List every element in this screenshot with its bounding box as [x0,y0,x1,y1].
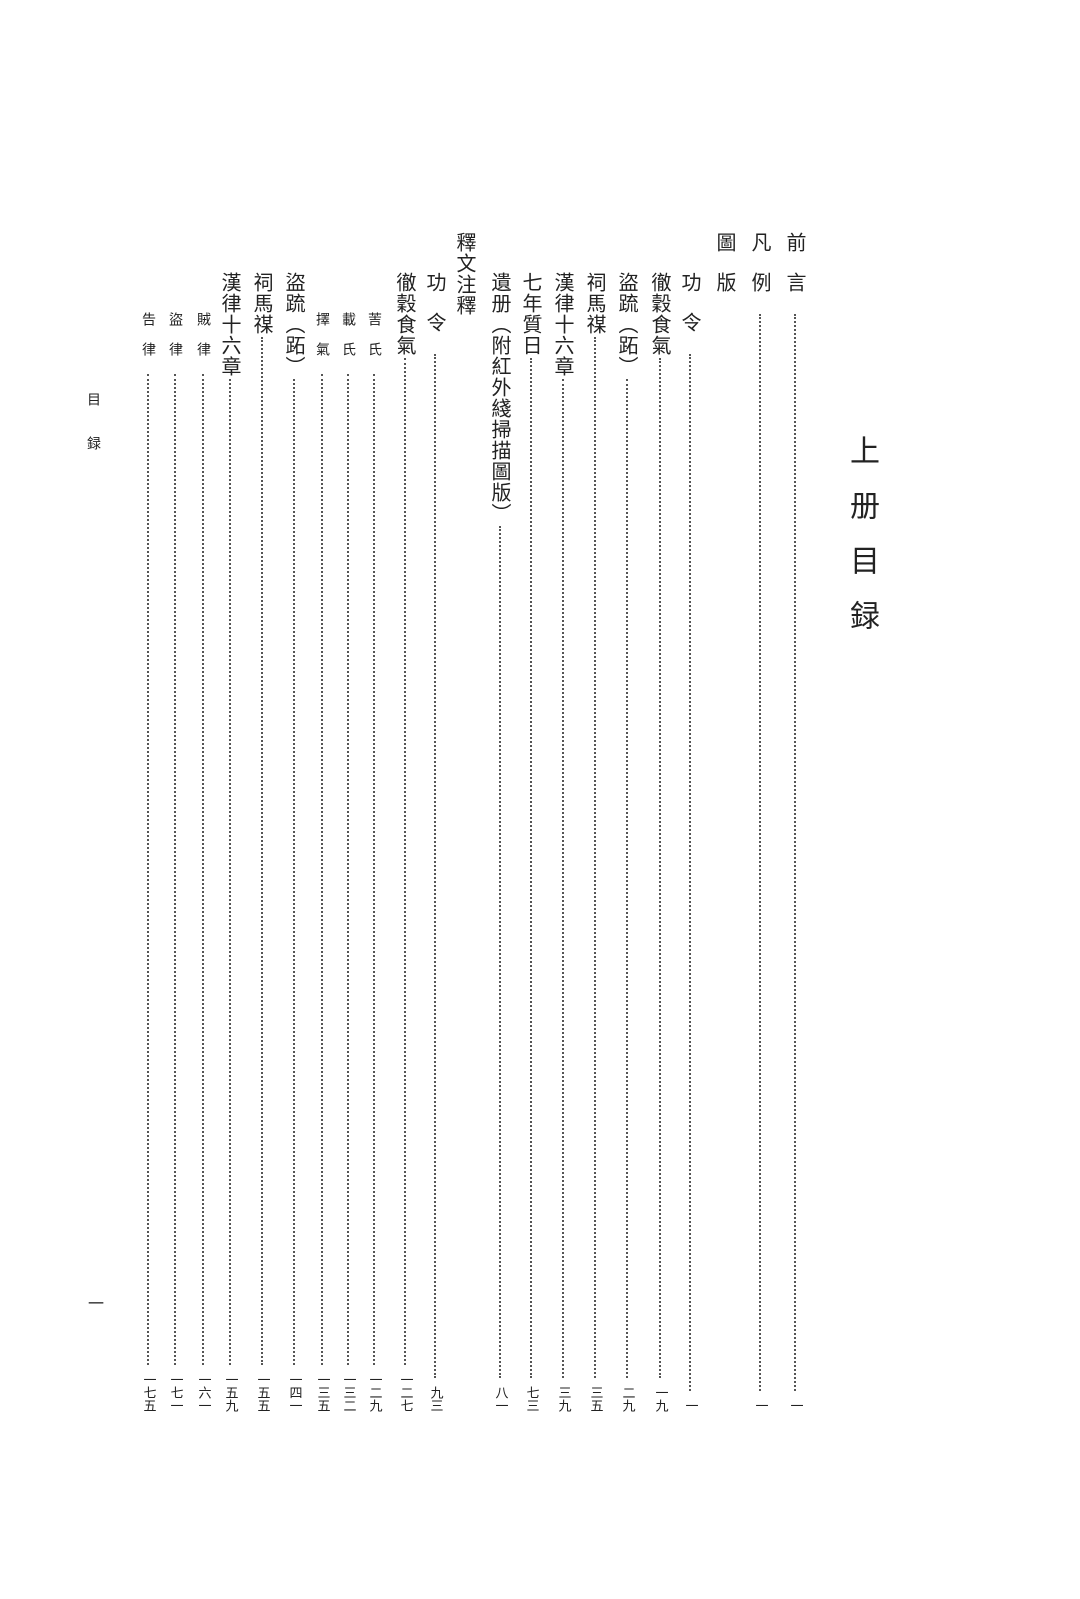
toc-entry[interactable]: 祠馬禖 一五五 [250,272,274,1412]
toc-entry-title: 祠馬禖 [583,272,607,335]
dot-leader [499,526,501,1378]
toc-entry-title: 漢律十六章 [551,272,575,377]
toc-entry[interactable]: 祠馬禖 三五 [583,272,607,1412]
toc-entry[interactable]: 功令 九三 [423,272,447,1412]
dot-leader [659,358,661,1378]
toc-entry-title: 祠馬禖 [250,272,274,335]
dot-leader [626,379,628,1378]
toc-entry[interactable]: 盜律 一七一 [166,312,184,1412]
toc-entry-page: 一五五 [254,1373,270,1412]
toc-entry-page: 一七一 [167,1373,183,1412]
dot-leader [794,314,796,1391]
toc-entry-title: 釋文注釋 [453,232,477,316]
dot-leader [321,374,323,1365]
toc-entry-page: 三五 [587,1386,603,1412]
dot-leader [404,358,406,1365]
toc-entry-title: 盜䟽（跖） [615,272,639,377]
toc-entry[interactable]: 七年質日 七三 [519,272,543,1412]
dot-leader [261,337,263,1365]
toc-entry-page: 一 [787,1399,803,1412]
toc-entry-title: 漢律十六章 [218,272,242,377]
toc-entry-title: 前言 [783,232,807,312]
toc-entry-title: 功令 [678,272,702,352]
toc-entry-page: 一 [682,1399,698,1412]
toc-entry-title: 七年質日 [519,272,543,356]
toc-entry-page: 一五九 [222,1373,238,1412]
toc-entry-page: 一三五 [314,1373,330,1412]
dot-leader [373,374,375,1365]
toc-entry-page: 一二九 [366,1373,382,1412]
toc-entry-title: 賊律 [195,312,211,372]
toc-entry-title: 盜律 [167,312,183,372]
page-number: 一 [88,1294,105,1313]
dot-leader [293,379,295,1365]
toc-entry-page: 一三二 [340,1373,356,1412]
dot-leader [347,374,349,1365]
toc-entry-page: 八一 [492,1386,508,1412]
toc-entry-title: 徹穀食氣 [648,272,672,356]
toc-entry-page: 九三 [427,1386,443,1412]
toc-entry-title: 䓀氏 [366,312,382,372]
dot-leader [174,374,176,1365]
dot-leader [562,379,564,1378]
dot-leader [434,354,436,1378]
toc-entry[interactable]: 盜䟽（跖） 二九 [615,272,639,1412]
toc-entry-title: 載氏 [340,312,356,372]
toc-entry[interactable]: 圖版 [713,232,737,312]
dot-leader [759,314,761,1391]
toc-entry-title: 遺册（附紅外綫掃描圖版） [488,272,512,524]
toc-entry[interactable]: 䓀氏 一二九 [365,312,383,1412]
toc-entry-page: 一四一 [286,1373,302,1412]
toc-entry[interactable]: 徹穀食氣 一九 [648,272,672,1412]
toc-entry[interactable]: 凡例一 [748,232,772,1412]
toc-entry[interactable]: 漢律十六章 一五九 [218,272,242,1412]
toc-entry-title: 圖版 [713,232,737,312]
toc-entry-title: 徹穀食氣 [393,272,417,356]
toc-entry-page: 二九 [619,1386,635,1412]
toc-title: 上册目録 [844,435,879,655]
toc-entry-title: 功令 [423,272,447,352]
toc-entry[interactable]: 漢律十六章 三九 [551,272,575,1412]
dot-leader [147,374,149,1365]
dot-leader [689,354,691,1391]
toc-entry[interactable]: 徹穀食氣 一二七 [393,272,417,1412]
toc-entry[interactable]: 盜䟽（跖） 一四一 [282,272,306,1412]
toc-entry[interactable]: 遺册（附紅外綫掃描圖版） 八一 [488,272,512,1412]
toc-entry[interactable]: 前言一 [783,232,807,1412]
toc-entry-page: 三九 [555,1386,571,1412]
toc-entry-title: 擇氣 [314,312,330,372]
toc-entry-page: 一九 [652,1386,668,1412]
dot-leader [202,374,204,1365]
toc-entry-page: 一 [752,1399,768,1412]
toc-entry-page: 一七五 [140,1373,156,1412]
toc-entry[interactable]: 賊律 一六一 [194,312,212,1412]
dot-leader [229,379,231,1365]
toc-entry-page: 一二七 [397,1373,413,1412]
dot-leader [530,358,532,1378]
toc-entry-page: 七三 [523,1386,539,1412]
toc-entry-page: 一六一 [195,1373,211,1412]
toc-entry[interactable]: 功令一 [678,272,702,1412]
toc-entry[interactable]: 擇氣 一三五 [313,312,331,1412]
toc-entry-title: 盜䟽（跖） [282,272,306,377]
toc-entry[interactable]: 釋文注釋 [453,232,477,316]
toc-entry[interactable]: 載氏 一三二 [339,312,357,1412]
running-head: 目録 [85,392,101,480]
toc-entry-title: 凡例 [748,232,772,312]
dot-leader [594,337,596,1378]
toc-entry[interactable]: 告律 一七五 [139,312,157,1412]
toc-entry-title: 告律 [140,312,156,372]
